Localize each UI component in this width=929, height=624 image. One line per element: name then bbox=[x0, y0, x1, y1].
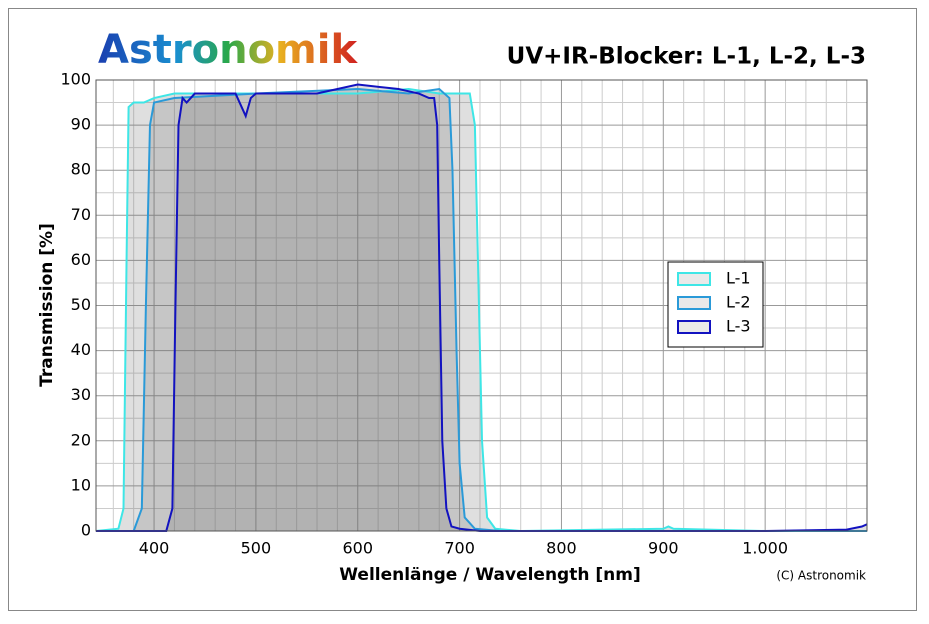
legend: L-1 L-2 L-3 bbox=[667, 261, 764, 348]
x-tick-label: 400 bbox=[139, 539, 170, 558]
area bbox=[96, 84, 867, 531]
line bbox=[96, 87, 867, 532]
legend-label: L-2 bbox=[726, 293, 751, 312]
y-tick-label: 100 bbox=[60, 70, 91, 89]
plot-border bbox=[95, 79, 868, 532]
y-tick-label: 10 bbox=[71, 475, 91, 494]
credit: (C) Astronomik bbox=[776, 569, 866, 583]
legend-swatch bbox=[677, 296, 711, 310]
area bbox=[96, 89, 867, 532]
chart-title: UV+IR-Blocker: L-1, L-2, L-3 bbox=[507, 44, 866, 70]
line bbox=[96, 83, 867, 532]
legend-label: L-1 bbox=[726, 269, 751, 288]
y-tick-label: 40 bbox=[71, 340, 91, 359]
y-tick-label: 80 bbox=[71, 160, 91, 179]
x-tick-label: 900 bbox=[648, 539, 679, 558]
x-tick-label: 800 bbox=[546, 539, 577, 558]
legend-label: L-3 bbox=[726, 317, 751, 336]
y-tick-label: 20 bbox=[71, 430, 91, 449]
x-tick-label: 700 bbox=[444, 539, 475, 558]
y-tick-label: 90 bbox=[71, 115, 91, 134]
x-tick-label: 600 bbox=[342, 539, 373, 558]
legend-swatch bbox=[677, 272, 711, 286]
x-tick-label: 500 bbox=[241, 539, 272, 558]
y-tick-label: 50 bbox=[71, 295, 91, 314]
y-axis-label: Transmission [%] bbox=[37, 223, 57, 387]
y-tick-label: 60 bbox=[71, 250, 91, 269]
x-tick-label: 1.000 bbox=[742, 539, 788, 558]
x-axis-label: Wellenlänge / Wavelength [nm] bbox=[339, 565, 640, 585]
y-tick-label: 30 bbox=[71, 385, 91, 404]
y-tick-label: 70 bbox=[71, 205, 91, 224]
y-tick-label: 0 bbox=[81, 521, 91, 540]
logo: Astronomik bbox=[98, 27, 358, 73]
area bbox=[96, 89, 867, 532]
legend-swatch bbox=[677, 320, 711, 334]
